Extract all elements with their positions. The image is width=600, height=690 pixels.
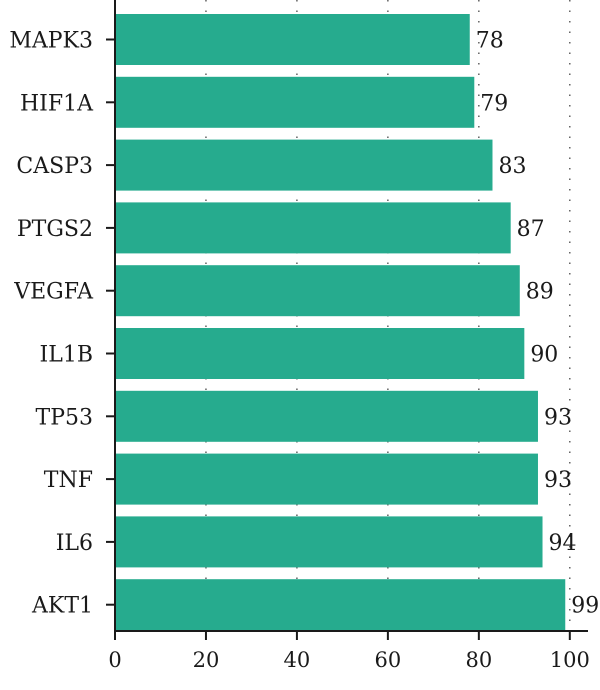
data-label-akt1: 99 [571, 594, 599, 619]
data-label-mapk3: 78 [476, 29, 504, 54]
x-tick-label-100: 100 [550, 648, 590, 672]
category-label-vegfa: VEGFA [13, 280, 94, 305]
category-label-mapk3: MAPK3 [9, 29, 93, 54]
axes [114, 0, 588, 632]
x-tick-label-0: 0 [108, 648, 121, 672]
data-label-hif1a: 79 [480, 91, 508, 116]
bar-casp3 [115, 139, 493, 191]
bar-vegfa [115, 265, 520, 317]
category-label-hif1a: HIF1A [20, 91, 94, 116]
data-labels: 78 79 83 87 89 90 93 93 94 99 [476, 29, 600, 619]
x-tick-label-40: 40 [284, 648, 311, 672]
bar-hif1a [115, 76, 475, 128]
category-label-casp3: CASP3 [16, 154, 93, 179]
category-label-akt1: AKT1 [31, 594, 93, 619]
bar-mapk3 [115, 14, 470, 65]
category-label-il6: IL6 [56, 531, 93, 556]
x-tick-label-80: 80 [465, 648, 492, 672]
bar-il1b [115, 328, 525, 379]
data-label-ptgs2: 87 [517, 217, 545, 242]
data-label-vegfa: 89 [526, 280, 554, 305]
data-label-il6: 94 [549, 531, 577, 556]
bar-tnf [115, 453, 538, 505]
category-label-il1b: IL1B [40, 343, 93, 368]
category-label-ptgs2: PTGS2 [17, 217, 93, 242]
data-label-tnf: 93 [544, 468, 572, 493]
data-label-casp3: 83 [498, 154, 526, 179]
category-labels: MAPK3 HIF1A CASP3 PTGS2 VEGFA IL1B TP53 TNF IL6 A… [9, 29, 94, 619]
x-tick-label-60: 60 [375, 648, 402, 672]
bars [115, 14, 566, 631]
bar-ptgs2 [115, 202, 511, 254]
x-axis-ticks: 0 20 40 60 80 100 [106, 38, 590, 672]
category-label-tp53: TP53 [36, 405, 93, 430]
data-label-il1b: 90 [530, 343, 558, 368]
bar-tp53 [115, 390, 538, 442]
x-tick-label-20: 20 [193, 648, 220, 672]
bar-akt1 [115, 579, 566, 631]
category-label-tnf: TNF [44, 468, 93, 493]
data-label-tp53: 93 [544, 405, 572, 430]
bar-il6 [115, 516, 543, 568]
